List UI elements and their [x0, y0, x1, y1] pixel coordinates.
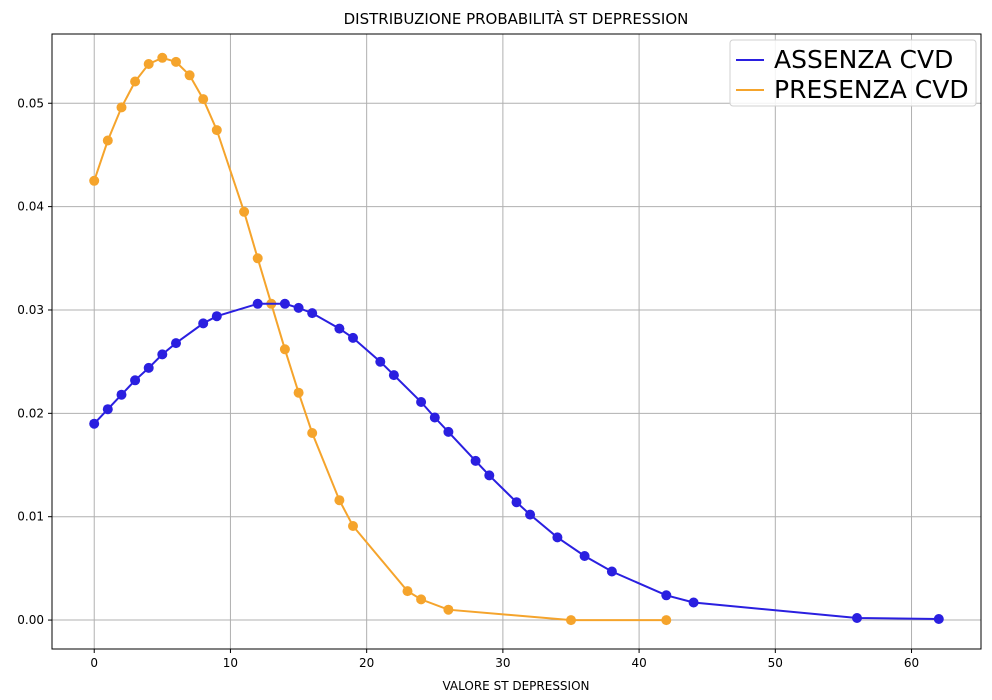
data-point — [416, 594, 427, 605]
data-point — [89, 175, 100, 186]
x-tick-label: 0 — [90, 656, 98, 670]
data-point — [375, 356, 386, 367]
y-tick-label: 0.04 — [17, 200, 44, 214]
x-tick-label: 50 — [768, 656, 783, 670]
x-tick-label: 10 — [223, 656, 238, 670]
data-point — [279, 298, 290, 309]
data-point — [416, 397, 427, 407]
data-point — [130, 375, 141, 386]
data-point — [552, 532, 563, 543]
data-point — [171, 56, 181, 67]
data-point — [211, 311, 222, 322]
series-presenza-cvd — [89, 52, 672, 626]
data-point — [102, 404, 113, 415]
data-point — [334, 323, 345, 334]
data-point — [661, 590, 672, 601]
data-point — [402, 586, 413, 597]
y-tick-label: 0.00 — [17, 613, 44, 627]
data-point — [933, 614, 944, 624]
data-point — [525, 509, 536, 520]
legend-label-presenza: PRESENZA CVD — [774, 75, 969, 104]
data-point — [252, 253, 263, 264]
y-axis: 0.00 0.01 0.02 0.03 0.04 0.05 — [17, 96, 52, 627]
data-point — [470, 455, 481, 466]
data-point — [429, 412, 440, 423]
x-axis: 0 10 20 30 40 50 60 — [90, 649, 919, 670]
data-point — [239, 206, 250, 217]
x-tick-label: 60 — [904, 656, 919, 670]
data-point — [388, 370, 399, 381]
data-point — [102, 135, 113, 146]
data-point — [579, 551, 590, 561]
data-point — [511, 497, 522, 508]
legend: ASSENZA CVD PRESENZA CVD — [729, 39, 977, 107]
data-point — [348, 521, 358, 531]
data-point — [293, 302, 304, 313]
data-point — [116, 102, 127, 113]
data-point — [307, 428, 318, 438]
data-point — [279, 344, 290, 355]
x-axis-label: VALORE ST DEPRESSION — [442, 679, 589, 693]
series-assenza-cvd — [89, 298, 944, 624]
data-point — [252, 298, 263, 309]
data-point — [484, 470, 495, 481]
data-point — [293, 387, 304, 398]
data-point — [157, 52, 168, 63]
data-point — [606, 566, 617, 577]
x-tick-label: 30 — [495, 656, 510, 670]
series-layer — [89, 52, 944, 626]
legend-label-assenza: ASSENZA CVD — [774, 45, 953, 74]
data-point — [198, 318, 209, 329]
series-line — [93, 302, 939, 620]
data-point — [171, 338, 181, 349]
data-point — [334, 495, 345, 506]
data-point — [143, 59, 154, 69]
data-point — [157, 349, 168, 360]
data-point — [661, 615, 672, 626]
data-point — [566, 615, 576, 626]
data-point — [130, 76, 141, 87]
data-point — [143, 362, 154, 373]
y-tick-label: 0.01 — [17, 510, 44, 524]
grid — [52, 34, 981, 649]
data-point — [443, 426, 454, 437]
data-point — [89, 418, 100, 429]
y-tick-label: 0.05 — [17, 96, 44, 110]
data-point — [211, 125, 222, 136]
legend-box — [729, 39, 977, 107]
series-line — [93, 56, 667, 622]
data-point — [307, 308, 318, 319]
data-point — [443, 604, 454, 615]
x-tick-label: 20 — [359, 656, 374, 670]
y-tick-label: 0.03 — [17, 303, 44, 317]
data-point — [184, 70, 195, 81]
data-point — [348, 332, 358, 343]
data-point — [116, 389, 127, 400]
x-tick-label: 40 — [631, 656, 646, 670]
chart-title: DISTRIBUZIONE PROBABILITÀ ST DEPRESSION — [344, 9, 689, 28]
plot-frame — [51, 33, 982, 650]
data-point — [198, 94, 209, 105]
y-tick-label: 0.02 — [17, 406, 44, 420]
data-point — [688, 597, 699, 608]
data-point — [852, 613, 862, 623]
